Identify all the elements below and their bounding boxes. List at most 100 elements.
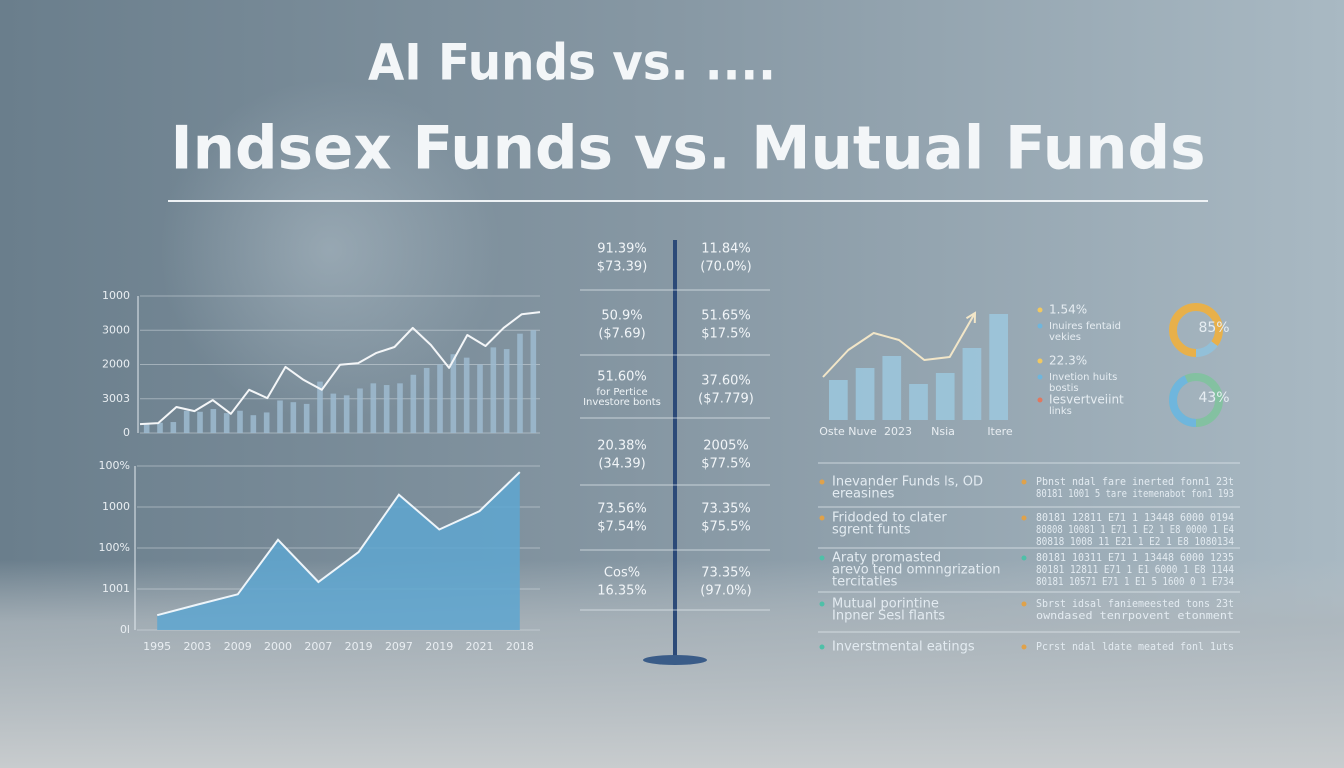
legend-dot xyxy=(1037,307,1043,313)
x-tick-label: 2003 xyxy=(183,640,211,653)
note-text: arevo tend omnngrization xyxy=(832,563,1001,578)
donut-label: 85% xyxy=(1198,320,1229,336)
table-cell: $73.39) xyxy=(597,260,648,275)
bar xyxy=(989,314,1008,420)
note-text: sgrent funts xyxy=(832,523,911,538)
bar xyxy=(490,347,497,433)
bar xyxy=(317,381,323,433)
note-dot xyxy=(1021,601,1027,607)
bar xyxy=(477,364,483,433)
note-dot xyxy=(819,601,825,607)
note-dot xyxy=(1021,479,1027,485)
area xyxy=(157,472,520,630)
table-cell: 73.35% xyxy=(701,566,751,581)
legend-label: 1.54% xyxy=(1049,303,1087,317)
y-tick-label: 100% xyxy=(99,541,130,554)
note-dot xyxy=(819,644,825,650)
donut-arc xyxy=(1169,303,1223,357)
bar xyxy=(829,380,848,420)
bar xyxy=(463,357,470,433)
bar xyxy=(450,354,457,433)
bar xyxy=(157,422,163,433)
note-dot xyxy=(1021,555,1027,561)
legend-dot xyxy=(1037,323,1043,329)
y-tick-label: 100% xyxy=(99,459,130,472)
area-line xyxy=(156,471,521,617)
bar xyxy=(882,356,902,420)
arrow-head xyxy=(965,311,977,324)
legend-label: bostis xyxy=(1049,383,1079,394)
bar xyxy=(517,333,523,433)
y-tick-label: 2000 xyxy=(102,358,130,371)
x-label: Itere xyxy=(987,425,1013,438)
legend-label: Inuires fentaid xyxy=(1049,321,1121,332)
bar xyxy=(935,373,955,420)
table-cell: 2005% xyxy=(703,439,748,454)
table-cell: 20.38% xyxy=(597,439,647,454)
note-text: ereasines xyxy=(832,487,895,502)
bar xyxy=(250,415,257,433)
x-tick-label: 2021 xyxy=(466,640,494,653)
table-cell: (70.0%) xyxy=(700,260,751,275)
table-cell: $17.5% xyxy=(701,327,751,342)
legend-label: Invetion huits xyxy=(1049,372,1117,383)
table-cell: for Pertice xyxy=(596,387,647,398)
line xyxy=(139,311,541,426)
x-tick-label: 2000 xyxy=(264,640,292,653)
bar xyxy=(357,388,363,433)
note-dot xyxy=(1021,515,1027,521)
table-cell: $7.54% xyxy=(597,520,647,535)
note-text: Araty promasted xyxy=(832,551,941,566)
note-text: 80808 10081 1 E71 1 E2 1 E8 0000 1 E4 xyxy=(1036,523,1234,536)
x-label: 2023 xyxy=(884,425,912,438)
background-glow xyxy=(160,80,500,420)
bar xyxy=(370,383,377,433)
x-tick-label: 2097 xyxy=(385,640,413,653)
donut-label: 43% xyxy=(1198,390,1229,406)
x-tick-label: 2009 xyxy=(224,640,252,653)
bar xyxy=(423,367,430,433)
bar xyxy=(383,385,390,433)
subtitle: Indsex Funds vs. Mutual Funds xyxy=(171,114,1206,184)
y-tick-label: 3003 xyxy=(102,392,130,405)
x-label: Oste Nuve xyxy=(819,425,877,438)
table-cell: 73.56% xyxy=(597,502,647,517)
note-text: 80181 1001 5 tare itemenabot fon1 193 xyxy=(1036,487,1234,500)
y-tick-label: 0l xyxy=(120,623,130,636)
bar xyxy=(330,393,337,433)
table-cell: 91.39% xyxy=(597,242,647,257)
bar xyxy=(290,402,297,433)
note-text: Inevander Funds ls, OD xyxy=(832,475,983,490)
bar xyxy=(237,410,243,433)
x-tick-label: 2018 xyxy=(506,640,534,653)
note-text: Pcrst ndal ldate meated fonl 1uts xyxy=(1036,640,1234,653)
bar xyxy=(183,410,190,433)
note-text: tercitatles xyxy=(832,575,898,590)
x-label: Nsia xyxy=(931,425,955,438)
x-tick-label: 1995 xyxy=(143,640,171,653)
bar xyxy=(263,412,270,433)
bar xyxy=(170,422,177,433)
legend-label: Iesvertveiint xyxy=(1049,393,1124,407)
note-text: owndased tenrpovent etonment xyxy=(1036,609,1234,622)
bar xyxy=(197,411,203,433)
table-cell: 51.65% xyxy=(701,309,751,324)
bar xyxy=(437,364,443,433)
note-text: Pbnst ndal fare inerted fonn1 23t xyxy=(1036,475,1234,488)
table-cell: $75.5% xyxy=(701,520,751,535)
bar xyxy=(343,395,350,433)
bar xyxy=(962,348,982,420)
line xyxy=(822,312,976,378)
table-cell: (34.39) xyxy=(598,457,645,472)
note-dot xyxy=(819,555,825,561)
table-cell: Investore bonts xyxy=(583,397,661,408)
note-text: Sbrst idsal faniemeested tons 23t xyxy=(1036,597,1234,610)
note-text: 80181 12811 E71 1 13448 6000 0194 xyxy=(1036,511,1234,524)
note-text: Mutual porintine xyxy=(832,597,939,612)
divider-pole xyxy=(673,240,677,658)
legend-label: links xyxy=(1049,406,1072,417)
x-tick-label: 2019 xyxy=(425,640,453,653)
bar xyxy=(530,330,537,433)
